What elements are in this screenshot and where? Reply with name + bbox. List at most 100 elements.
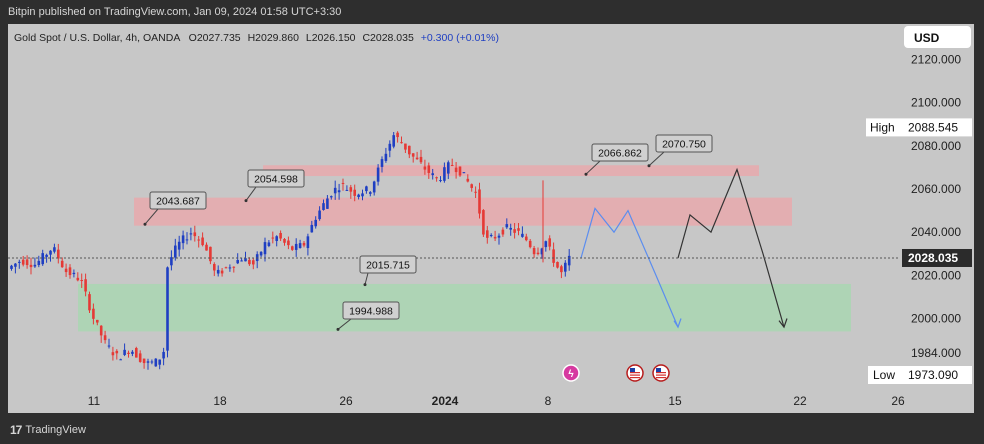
annotation-anchor bbox=[584, 172, 588, 176]
brand-name: TradingView bbox=[25, 424, 86, 436]
split-event-glyph: ϟ bbox=[568, 369, 574, 380]
candle-body bbox=[45, 254, 48, 257]
candle-body bbox=[96, 319, 99, 323]
candle-body bbox=[567, 255, 571, 266]
candle-body bbox=[127, 352, 130, 354]
candle-body bbox=[528, 240, 532, 248]
x-tick-label: 8 bbox=[545, 394, 552, 408]
candle-body bbox=[470, 184, 473, 188]
candle-body bbox=[174, 245, 177, 258]
candle-body bbox=[267, 242, 271, 246]
candle-body bbox=[509, 227, 512, 230]
candle-body bbox=[271, 237, 275, 239]
zone-resistance-upper bbox=[263, 165, 759, 177]
x-tick-label: 18 bbox=[213, 394, 227, 408]
x-tick-label: 26 bbox=[891, 394, 905, 408]
event-icons: ϟ bbox=[562, 364, 670, 382]
symbol-name: Gold Spot / U.S. Dollar, 4h, OANDA bbox=[14, 32, 180, 44]
candle-body bbox=[337, 190, 341, 193]
x-axis: 11 18 26 2024 8 15 22 26 bbox=[88, 394, 905, 408]
tradingview-brand[interactable]: 17 TradingView bbox=[10, 423, 86, 437]
annotation-box bbox=[655, 134, 713, 153]
projection-blue-arrow bbox=[673, 318, 682, 329]
annotation-label: 2043.687 bbox=[156, 196, 200, 208]
candle-body bbox=[111, 352, 115, 356]
projection-black bbox=[677, 167, 785, 328]
price-chart[interactable]: 2043.687 2054.598 2015.715 1994.988 2066.862… bbox=[8, 24, 974, 413]
candle-body bbox=[361, 193, 364, 197]
annotation-anchor bbox=[336, 327, 340, 331]
candle-body bbox=[384, 153, 388, 161]
ohlc-change: +0.300 (+0.01%) bbox=[421, 32, 499, 44]
candle-body bbox=[458, 166, 462, 176]
candle-body bbox=[14, 263, 17, 267]
y-tick-label: 1984.000 bbox=[911, 346, 961, 360]
candle-body bbox=[189, 233, 193, 235]
candle-body bbox=[489, 234, 493, 237]
candle-body bbox=[115, 350, 119, 354]
candle-body bbox=[41, 253, 44, 265]
candle-body bbox=[493, 236, 497, 239]
candle-body bbox=[513, 229, 516, 233]
candle-body bbox=[462, 172, 466, 174]
candle-body bbox=[80, 280, 83, 282]
high-label: High bbox=[870, 120, 895, 134]
candle-body bbox=[37, 260, 41, 266]
candle-body bbox=[18, 261, 21, 263]
annotation-label: 2066.862 bbox=[598, 148, 642, 160]
candle-body bbox=[353, 189, 356, 196]
candle-body bbox=[76, 277, 80, 281]
annotation-label: 1994.988 bbox=[349, 306, 393, 318]
candle-body bbox=[252, 260, 255, 265]
candle-body bbox=[248, 259, 251, 265]
y-tick-label: 2080.000 bbox=[911, 139, 961, 153]
candle-body bbox=[552, 249, 555, 263]
annotation-label: 2070.750 bbox=[662, 139, 706, 151]
candle-body bbox=[298, 243, 302, 249]
ohlc-low: L2026.150 bbox=[306, 32, 356, 44]
chart-panel[interactable]: 2043.687 2054.598 2015.715 1994.988 2066.862… bbox=[8, 24, 974, 413]
candle-body bbox=[193, 232, 197, 237]
candle-body bbox=[525, 236, 528, 241]
candle-body bbox=[131, 351, 134, 354]
candle-body bbox=[532, 248, 536, 255]
flag-canton bbox=[656, 368, 661, 372]
candle-body bbox=[419, 156, 423, 163]
ohlc-high: H2029.860 bbox=[248, 32, 300, 44]
candle-body bbox=[29, 264, 33, 268]
candle-body bbox=[536, 252, 540, 255]
candle-body bbox=[166, 267, 169, 351]
candle-body bbox=[486, 230, 489, 238]
candle-body bbox=[216, 269, 220, 274]
candle-body bbox=[263, 242, 267, 255]
candle-body bbox=[291, 246, 294, 250]
candle-body bbox=[447, 162, 450, 174]
candle-body bbox=[466, 178, 470, 182]
candle-body bbox=[357, 194, 360, 197]
candle-body bbox=[521, 233, 524, 237]
candle-body bbox=[400, 142, 403, 144]
flag-stripe bbox=[630, 372, 640, 374]
annotation-box bbox=[342, 301, 400, 320]
candle-body bbox=[435, 177, 438, 179]
x-tick-label: 26 bbox=[339, 394, 353, 408]
candle-body bbox=[232, 266, 236, 268]
currency-box[interactable] bbox=[904, 26, 971, 48]
candle-body bbox=[10, 265, 13, 269]
candle-body bbox=[392, 135, 395, 147]
candle-body bbox=[482, 210, 485, 235]
candle-body bbox=[181, 235, 185, 244]
annotation-pointer bbox=[245, 186, 257, 201]
flag-stripe bbox=[656, 372, 666, 374]
annotation-anchor bbox=[244, 199, 248, 203]
candle-body bbox=[314, 219, 317, 227]
candle-body bbox=[294, 243, 298, 250]
annotation-anchor bbox=[647, 164, 651, 168]
y-tick-label: 2040.000 bbox=[911, 225, 961, 239]
candle-body bbox=[123, 349, 126, 355]
candle-body bbox=[158, 359, 161, 365]
candle-body bbox=[177, 241, 181, 250]
candle-body bbox=[162, 351, 165, 359]
candle-body bbox=[318, 210, 321, 220]
candle-body bbox=[450, 165, 454, 167]
